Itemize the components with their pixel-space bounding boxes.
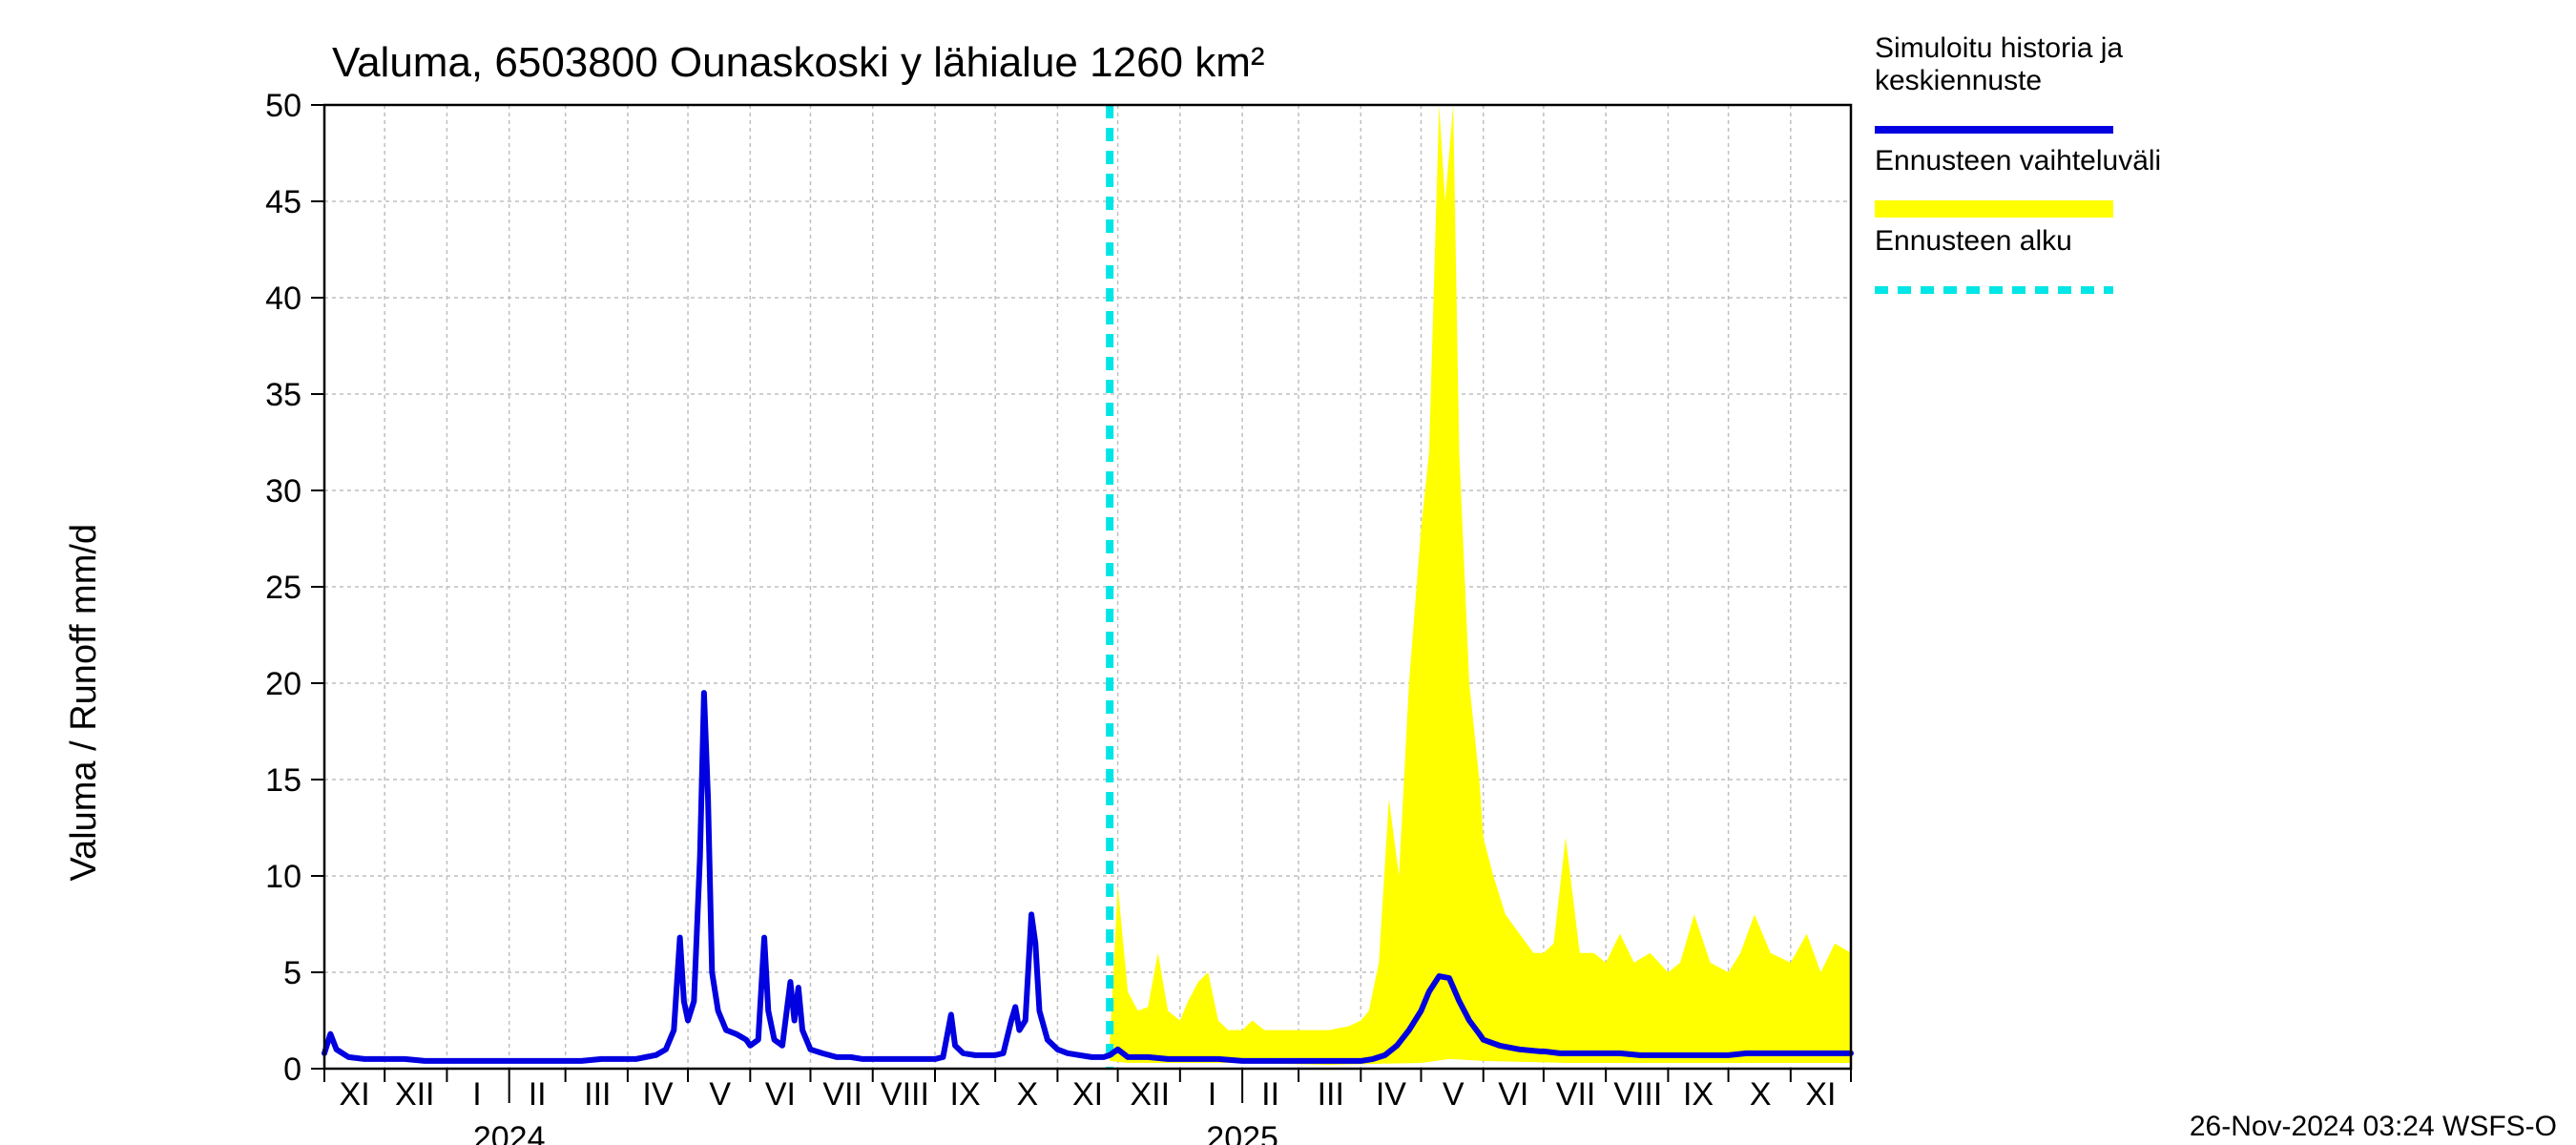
month-label: XI xyxy=(1072,1076,1103,1113)
month-label: XII xyxy=(1130,1076,1170,1113)
legend-label: Simuloitu historia ja xyxy=(1875,32,2123,64)
ytick-label: 40 xyxy=(265,281,301,317)
ytick-label: 25 xyxy=(265,570,301,606)
month-label: IV xyxy=(1376,1076,1406,1113)
y-axis-label: Valuma / Runoff mm/d xyxy=(64,524,104,882)
month-label: III xyxy=(584,1076,611,1113)
month-label: III xyxy=(1318,1076,1344,1113)
chart-footer: 26-Nov-2024 03:24 WSFS-O xyxy=(2190,1111,2557,1142)
month-label: IX xyxy=(950,1076,981,1113)
month-label: IV xyxy=(642,1076,673,1113)
ytick-label: 50 xyxy=(265,88,301,124)
chart-title: Valuma, 6503800 Ounaskoski y lähialue 12… xyxy=(332,39,1265,86)
legend-label: Ennusteen vaihteluväli xyxy=(1875,145,2161,177)
month-label: I xyxy=(1208,1076,1216,1113)
month-label: VI xyxy=(1498,1076,1528,1113)
month-label: VII xyxy=(1556,1076,1596,1113)
month-label: X xyxy=(1016,1076,1038,1113)
ytick-label: 45 xyxy=(265,184,301,220)
ytick-label: 30 xyxy=(265,473,301,510)
ytick-label: 15 xyxy=(265,762,301,799)
month-label: XII xyxy=(395,1076,435,1113)
ytick-label: 35 xyxy=(265,377,301,413)
month-label: V xyxy=(709,1076,731,1113)
legend-label: keskiennuste xyxy=(1875,65,2042,96)
month-label: IX xyxy=(1683,1076,1714,1113)
month-label: XI xyxy=(340,1076,370,1113)
month-label: VIII xyxy=(1613,1076,1662,1113)
month-label: X xyxy=(1750,1076,1772,1113)
ytick-label: 20 xyxy=(265,666,301,702)
chart-bg xyxy=(0,0,2576,1145)
month-label: VII xyxy=(822,1076,862,1113)
month-label: V xyxy=(1443,1076,1465,1113)
ytick-label: 10 xyxy=(265,859,301,895)
legend-label: Ennusteen alku xyxy=(1875,225,2072,257)
runoff-chart: 05101520253035404550XIXIIIIIIIIIVVVIVIIV… xyxy=(0,0,2576,1145)
month-label: I xyxy=(472,1076,481,1113)
year-label: 2025 xyxy=(1206,1120,1278,1145)
month-label: XI xyxy=(1805,1076,1836,1113)
month-label: II xyxy=(529,1076,547,1113)
year-label: 2024 xyxy=(473,1120,546,1145)
ytick-label: 0 xyxy=(283,1051,301,1088)
legend-swatch-band xyxy=(1875,200,2113,218)
ytick-label: 5 xyxy=(283,955,301,991)
month-label: VI xyxy=(765,1076,796,1113)
month-label: VIII xyxy=(881,1076,929,1113)
chart-svg: 05101520253035404550XIXIIIIIIIIIVVVIVIIV… xyxy=(0,0,2576,1145)
month-label: II xyxy=(1261,1076,1279,1113)
